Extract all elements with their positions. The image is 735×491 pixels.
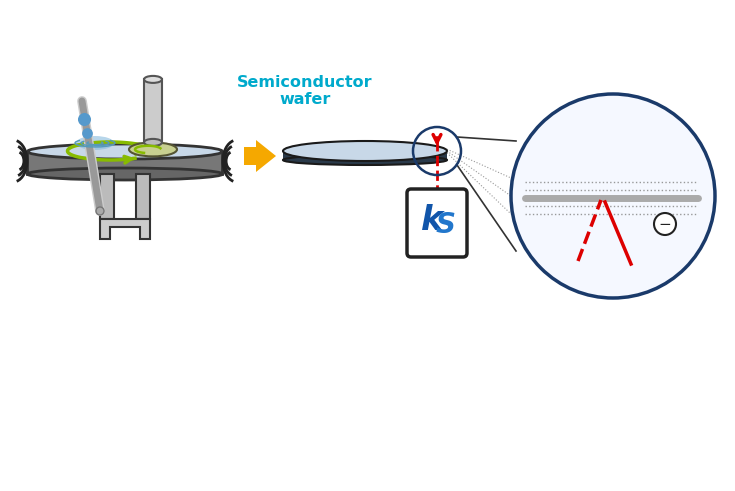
Text: −: − (659, 217, 671, 231)
Ellipse shape (144, 139, 162, 146)
Circle shape (654, 213, 676, 235)
Ellipse shape (76, 136, 114, 150)
Text: k: k (421, 203, 443, 237)
FancyBboxPatch shape (407, 189, 467, 257)
Circle shape (96, 207, 104, 215)
Point (81, 129, 93, 137)
Ellipse shape (27, 168, 223, 180)
Polygon shape (283, 151, 447, 160)
Polygon shape (100, 174, 114, 219)
Circle shape (511, 94, 715, 298)
Ellipse shape (283, 155, 447, 165)
Ellipse shape (129, 142, 177, 157)
Polygon shape (144, 80, 162, 142)
Point (78, 115, 90, 123)
Text: Semiconductor
wafer: Semiconductor wafer (237, 75, 373, 107)
Polygon shape (100, 219, 150, 239)
Text: S: S (436, 211, 456, 239)
Ellipse shape (27, 144, 223, 159)
Polygon shape (27, 152, 223, 174)
Ellipse shape (144, 76, 162, 83)
Ellipse shape (283, 141, 447, 161)
Polygon shape (244, 140, 276, 172)
Polygon shape (136, 174, 150, 219)
